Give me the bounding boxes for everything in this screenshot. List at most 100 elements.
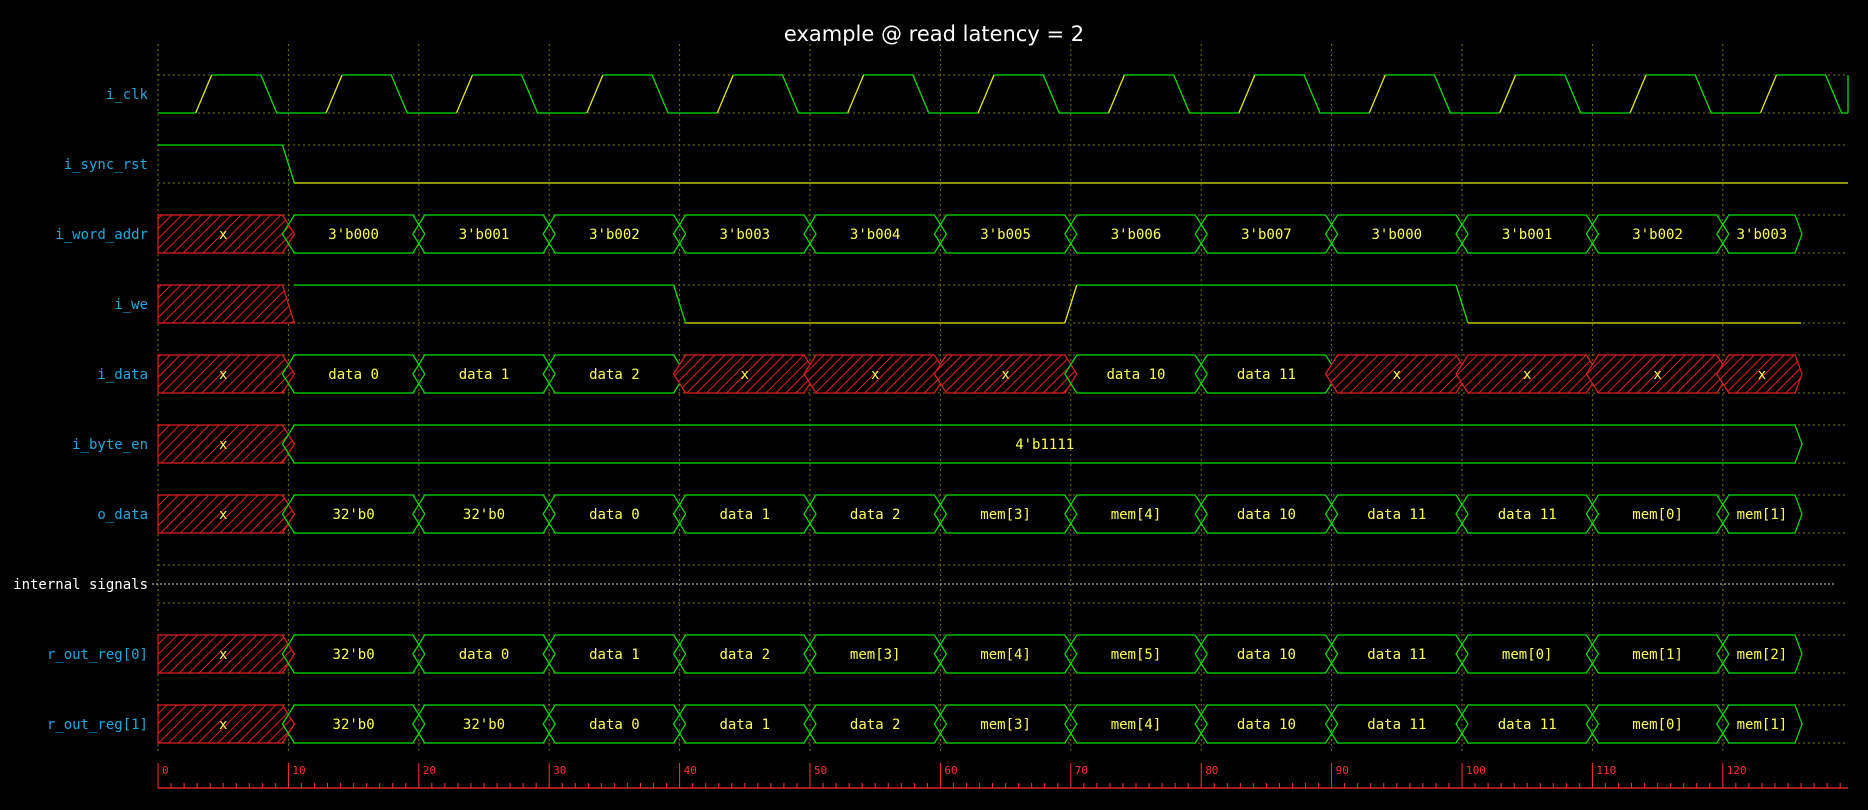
diagram-title: example @ read latency = 2 (784, 22, 1084, 46)
signal-label: o_data (97, 507, 148, 523)
clock-rising-edge (716, 74, 734, 114)
bus-value: x (1393, 367, 1401, 383)
bus-segment (1064, 634, 1208, 674)
bus-value: mem[0] (1632, 717, 1683, 733)
bus-value: data 1 (720, 717, 771, 733)
bus-segment (1716, 704, 1803, 744)
bus-value: data 1 (589, 647, 640, 663)
bus-value: 3'b001 (1502, 227, 1553, 243)
clock-rising-edge (1107, 74, 1126, 114)
bus-segment (672, 634, 817, 674)
bus-segment (1585, 704, 1730, 744)
bus-value: data 11 (1237, 367, 1296, 383)
undefined-segment (933, 354, 1078, 394)
bus-value: 3'b007 (1241, 227, 1292, 243)
bus-value: data 0 (459, 647, 510, 663)
bus-segment (672, 214, 817, 254)
bus-segment (412, 494, 556, 534)
axis-tick-label: 0 (162, 764, 169, 777)
bus-value: mem[4] (980, 647, 1031, 663)
signal-label: i_data (97, 367, 148, 383)
bus-value: 3'b003 (720, 227, 771, 243)
bus-value: mem[4] (1111, 717, 1162, 733)
signal-label: r_out_reg[1] (47, 717, 148, 733)
bus-value: x (1758, 367, 1766, 383)
clock-rising-edge (586, 74, 604, 114)
bus-segment (281, 424, 1803, 464)
signal-label: i_byte_en (72, 437, 148, 453)
bus-segment (1455, 634, 1600, 674)
signal-row: x 3'b000 3'b001 3'b002 3'b003 3'b004 3'b005 3'b… (157, 214, 1803, 254)
bus-segment (1585, 214, 1730, 254)
bus-segment (542, 634, 687, 674)
axis-tick-label: 90 (1336, 764, 1349, 777)
bus-value: data 11 (1498, 717, 1557, 733)
bus-value: x (219, 367, 227, 383)
undefined-segment (1716, 354, 1803, 394)
axis-tick-label: 70 (1075, 764, 1088, 777)
bus-segment (1324, 214, 1469, 254)
axis-tick-label: 80 (1205, 764, 1218, 777)
bus-value: 3'b001 (459, 227, 510, 243)
bus-value: 3'b002 (589, 227, 640, 243)
bus-segment (672, 494, 817, 534)
level-transition (1455, 284, 1469, 324)
clock-rising-edge (977, 74, 995, 114)
bus-segment (933, 214, 1078, 254)
clock-rising-edge (1368, 74, 1386, 114)
bus-value: data 10 (1237, 507, 1296, 523)
clock-rising-edge (1499, 74, 1517, 114)
clock-rising-edge (1629, 74, 1647, 114)
axis-tick-label: 110 (1596, 764, 1616, 777)
signal-label: i_sync_rst (64, 157, 148, 173)
bus-segment (412, 354, 556, 394)
signal-row: x 32'b0 32'b0 data 0 data 1 data 2 mem[3] mem[4… (157, 494, 1803, 534)
bus-value: data 2 (589, 367, 640, 383)
signal-label: r_out_reg[0] (47, 647, 148, 663)
bus-segment (1324, 704, 1469, 744)
bus-value: data 11 (1367, 507, 1426, 523)
bus-segment (281, 634, 426, 674)
bus-value: 3'b000 (328, 227, 379, 243)
bus-value: mem[0] (1502, 647, 1553, 663)
signal-labels: i_clk i_sync_rst i_word_addr i_we i_data i_by… (13, 87, 148, 733)
bus-value: x (219, 507, 227, 523)
bus-value: 3'b004 (850, 227, 901, 243)
bus-value: data 1 (459, 367, 510, 383)
bus-segment (1194, 494, 1339, 534)
bus-value: data 2 (850, 507, 901, 523)
signal-row (158, 144, 1848, 184)
bus-value: 32'b0 (333, 647, 375, 663)
bus-value: mem[5] (1111, 647, 1162, 663)
bus-segment (1194, 634, 1339, 674)
bus-segment (1716, 214, 1803, 254)
signal-row (158, 74, 1849, 114)
signal-label: i_clk (106, 87, 149, 103)
bus-value: x (871, 367, 879, 383)
bus-segment (1716, 494, 1803, 534)
bus-value: data 0 (589, 717, 640, 733)
axis-tick-label: 20 (423, 764, 436, 777)
bus-value: data 11 (1367, 647, 1426, 663)
bus-segment (281, 214, 426, 254)
bus-value: 4'b1111 (1015, 437, 1074, 453)
bus-segment (1455, 704, 1600, 744)
bus-value: x (1001, 367, 1009, 383)
bus-value: 32'b0 (333, 507, 375, 523)
bus-value: data 2 (850, 717, 901, 733)
bus-value: 32'b0 (463, 507, 505, 523)
bus-segment (1064, 214, 1208, 254)
bus-segment (1716, 634, 1803, 674)
axis-tick-label: 10 (292, 764, 305, 777)
clock-wave (158, 74, 1849, 114)
bus-segment (1064, 704, 1208, 744)
axis-tick-label: 30 (553, 764, 566, 777)
signal-waves: x 3'b000 3'b001 3'b002 3'b003 3'b004 3'b005 3'b… (152, 74, 1849, 744)
bus-segment (412, 704, 556, 744)
clock-rising-edge (195, 74, 213, 114)
bus-value: data 10 (1237, 647, 1296, 663)
time-axis: 0 10 20 30 40 50 60 70 80 90 100 110 120 (157, 763, 1848, 789)
bus-value: mem[3] (980, 507, 1031, 523)
clock-rising-edge (455, 74, 474, 114)
bus-segment (933, 634, 1078, 674)
